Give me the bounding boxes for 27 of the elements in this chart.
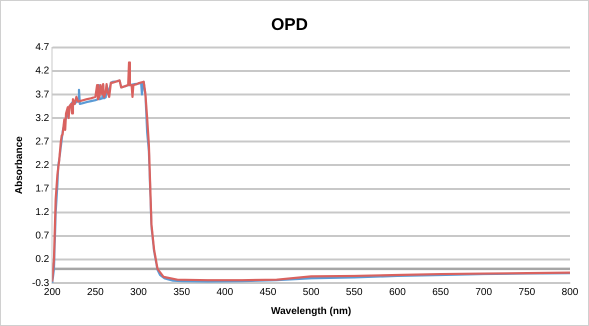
x-tick-label: 750 <box>518 286 536 298</box>
x-tick-label: 550 <box>346 286 364 298</box>
y-tick-label: -0.3 <box>32 278 50 289</box>
x-axis-title: Wavelength (nm) <box>271 306 352 317</box>
y-tick-label: 2.7 <box>35 136 50 148</box>
y-tick-label: 4.2 <box>35 66 50 77</box>
x-tick-label: 200 <box>44 286 62 298</box>
x-tick-label: 700 <box>475 286 492 298</box>
x-tick-label: 400 <box>216 286 234 298</box>
x-tick-label: 800 <box>562 286 579 298</box>
x-tick-label: 500 <box>302 286 320 298</box>
chart-title: OPD <box>271 14 308 34</box>
x-tick-label: 300 <box>130 286 148 298</box>
x-tick-label: 600 <box>389 286 406 298</box>
x-tick-label: 650 <box>432 286 450 298</box>
y-tick-label: 1.7 <box>35 184 50 195</box>
y-tick-label: 4.7 <box>35 42 50 54</box>
y-tick-label: 0.7 <box>35 230 50 242</box>
x-tick-label: 350 <box>173 286 190 298</box>
y-tick-label: 3.7 <box>35 89 50 100</box>
y-tick-label: 3.2 <box>35 112 50 124</box>
x-tick-label: 250 <box>87 286 104 298</box>
y-tick-label: 0.2 <box>35 254 50 266</box>
y-tick-label: 1.2 <box>35 207 50 218</box>
y-axis-title: Absorbance <box>14 136 25 194</box>
x-tick-label: 450 <box>260 286 277 298</box>
y-tick-label: 2.2 <box>35 160 50 171</box>
